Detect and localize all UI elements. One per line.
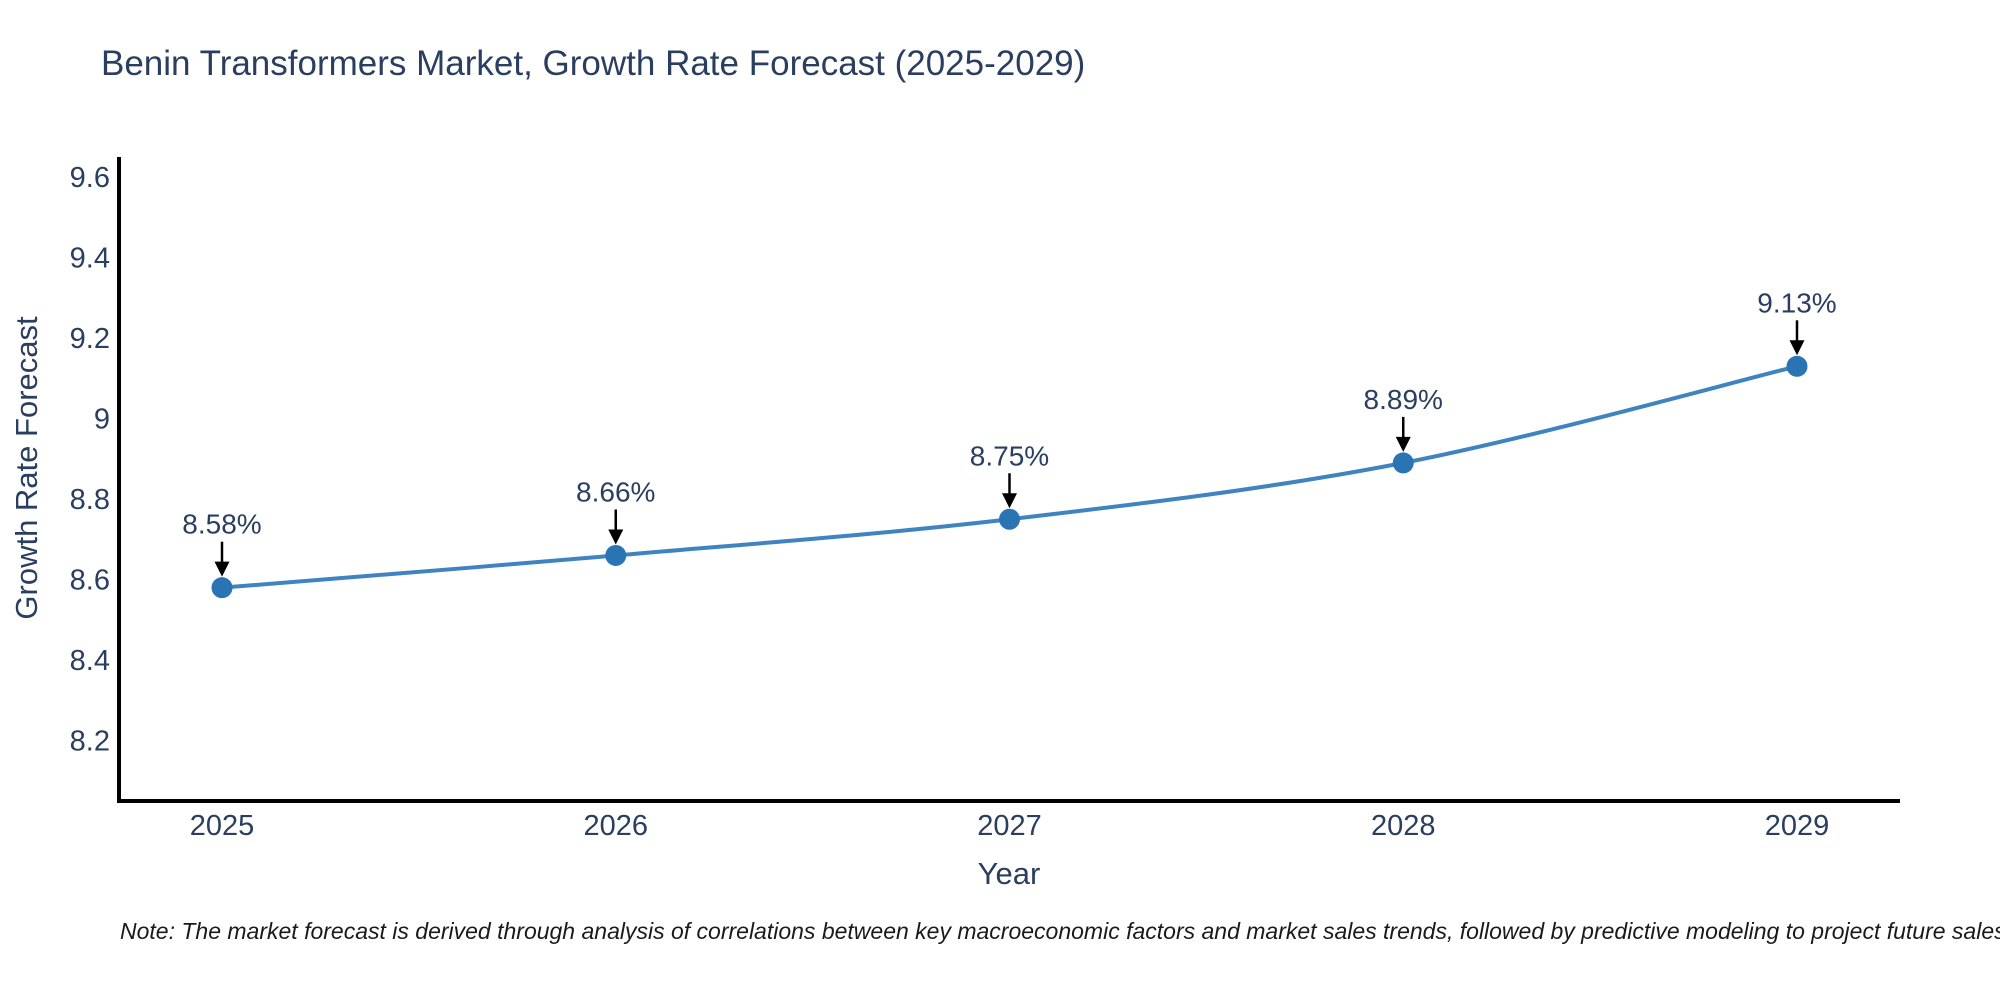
- y-tick-label: 8.4: [70, 645, 110, 677]
- annotation-arrowhead-icon: [1395, 436, 1411, 452]
- data-point-label: 8.66%: [576, 476, 655, 507]
- data-point-marker-2027[interactable]: [999, 508, 1020, 530]
- y-axis-title: Growth Rate Forecast: [9, 316, 44, 620]
- footnote-text: Note: The market forecast is derived thr…: [120, 918, 2000, 944]
- data-point-marker-2029[interactable]: [1786, 355, 1808, 377]
- y-tick-label: 8.6: [70, 565, 110, 597]
- x-axis-title: Year: [977, 856, 1041, 891]
- data-point-label: 8.58%: [182, 509, 261, 540]
- annotation-arrowhead-icon: [1789, 340, 1805, 356]
- y-tick-label: 9.6: [70, 162, 110, 194]
- y-tick-label: 8.8: [70, 484, 110, 516]
- annotation-arrowhead-icon: [608, 529, 624, 545]
- data-point-marker-2028[interactable]: [1392, 452, 1414, 474]
- y-tick-label: 8.2: [70, 726, 110, 758]
- data-point-marker-2025[interactable]: [211, 577, 233, 599]
- x-tick-label: 2029: [1765, 810, 1830, 842]
- y-tick-label: 9: [94, 404, 110, 436]
- data-point-label: 8.89%: [1364, 384, 1443, 415]
- chart-title: Benin Transformers Market, Growth Rate F…: [101, 44, 1086, 83]
- y-tick-label: 9.2: [70, 323, 110, 355]
- annotation-arrowhead-icon: [1002, 493, 1017, 509]
- data-point-label: 9.13%: [1757, 287, 1836, 318]
- data-point-marker-2026[interactable]: [605, 544, 627, 566]
- x-tick-label: 2025: [190, 810, 255, 842]
- x-tick-label: 2027: [977, 810, 1042, 842]
- annotation-arrowhead-icon: [214, 561, 230, 577]
- x-tick-label: 2026: [583, 810, 648, 842]
- data-point-label: 8.75%: [970, 440, 1049, 471]
- y-tick-label: 9.4: [70, 243, 110, 275]
- x-tick-label: 2028: [1371, 810, 1436, 842]
